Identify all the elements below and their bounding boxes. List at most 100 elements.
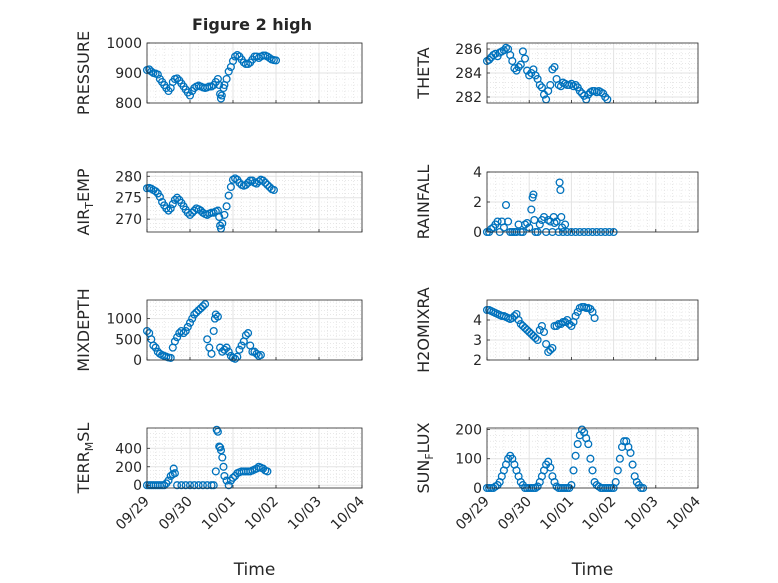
data-point <box>194 481 203 490</box>
data-point <box>487 224 496 234</box>
data-point <box>173 333 182 342</box>
data-point <box>530 215 539 225</box>
data-point <box>169 464 178 473</box>
y-axis-label-rest: LUX <box>414 422 433 453</box>
data-point <box>263 180 272 189</box>
data-point <box>518 321 527 331</box>
data-point <box>196 304 205 313</box>
y-axis-label-rest: SL <box>74 423 93 442</box>
data-point <box>261 178 270 187</box>
data-point <box>235 345 244 354</box>
y-tick-label: 200 <box>115 460 142 476</box>
data-point <box>546 463 555 472</box>
data-point <box>501 200 511 210</box>
data-point <box>555 178 564 187</box>
data-point <box>185 210 195 219</box>
data-point <box>567 79 576 88</box>
data-point <box>510 311 519 321</box>
data-point <box>611 478 620 487</box>
minor-grid <box>147 428 362 488</box>
data-point <box>207 82 216 91</box>
data-point <box>571 80 580 90</box>
data-point <box>550 62 559 72</box>
data-point <box>228 56 238 66</box>
data-point <box>533 482 542 491</box>
major-grid <box>146 172 363 232</box>
x-axis-label: Time <box>571 560 614 580</box>
data-point <box>215 212 224 222</box>
data-point <box>557 212 566 222</box>
data-point <box>561 317 570 327</box>
data-point <box>567 321 576 331</box>
data-point <box>218 219 227 228</box>
data-point <box>510 64 519 73</box>
plot-area <box>147 428 362 488</box>
x-axis-label: Time <box>233 560 276 580</box>
data-point <box>173 74 182 83</box>
data-point <box>183 322 192 331</box>
data-point <box>222 74 231 84</box>
data-point <box>569 466 578 475</box>
axes-frame <box>486 427 699 489</box>
data-point <box>155 192 164 201</box>
y-axis-label: TERRMSL <box>74 423 96 495</box>
data-point <box>188 314 197 323</box>
data-point <box>220 210 229 219</box>
series-markers <box>482 43 612 104</box>
data-point <box>531 333 540 343</box>
data-point <box>561 220 570 229</box>
data-point <box>626 448 635 457</box>
series-markers <box>142 50 281 103</box>
data-point <box>170 337 179 346</box>
data-point <box>224 481 233 490</box>
data-point <box>520 54 530 63</box>
y-tick-label: 1000 <box>106 36 142 52</box>
data-point <box>224 191 233 200</box>
axes-frame <box>146 299 363 361</box>
data-point <box>523 325 532 335</box>
data-point <box>542 339 551 349</box>
subplot-rainfall: 0 2 4 RAINFALL <box>414 165 699 241</box>
data-point <box>613 466 622 475</box>
data-point <box>201 300 210 309</box>
data-point <box>552 217 561 226</box>
data-point <box>149 341 158 350</box>
y-tick-label: 400 <box>115 441 142 457</box>
data-point <box>529 331 538 341</box>
data-point <box>177 326 186 336</box>
data-point <box>162 204 171 213</box>
y-tick-label: 280 <box>115 169 142 185</box>
data-point <box>546 80 555 90</box>
data-point <box>250 347 259 356</box>
y-tick-label: 900 <box>115 66 142 82</box>
data-point <box>166 353 175 362</box>
data-point <box>241 331 250 340</box>
data-point <box>231 52 240 61</box>
data-point <box>228 473 238 482</box>
data-point <box>198 481 207 490</box>
y-tick-label: 100 <box>455 452 482 468</box>
data-point <box>211 310 220 319</box>
data-point <box>220 471 229 481</box>
data-point <box>224 67 233 76</box>
y-tick-label: 284 <box>455 66 482 82</box>
y-axis-label: RAINFALL <box>414 165 433 240</box>
subplot-mixdepth: 0 500 1000 MIXDEPTH <box>74 288 363 372</box>
y-axis-label: PRESSURE <box>74 31 93 115</box>
data-point <box>185 318 195 327</box>
data-point <box>533 335 542 345</box>
data-point <box>520 323 530 333</box>
axes-frame <box>146 171 363 233</box>
y-axis-label: SUNFLUX <box>414 422 436 493</box>
data-point <box>233 50 242 60</box>
axes-frame <box>486 299 699 361</box>
y-axis-label: H2OMIXRA <box>414 287 433 373</box>
data-point <box>213 312 222 321</box>
y-tick-label: 4 <box>473 313 482 329</box>
data-point <box>222 343 231 352</box>
data-point <box>211 467 220 476</box>
data-point <box>550 478 559 487</box>
data-point <box>567 481 576 490</box>
